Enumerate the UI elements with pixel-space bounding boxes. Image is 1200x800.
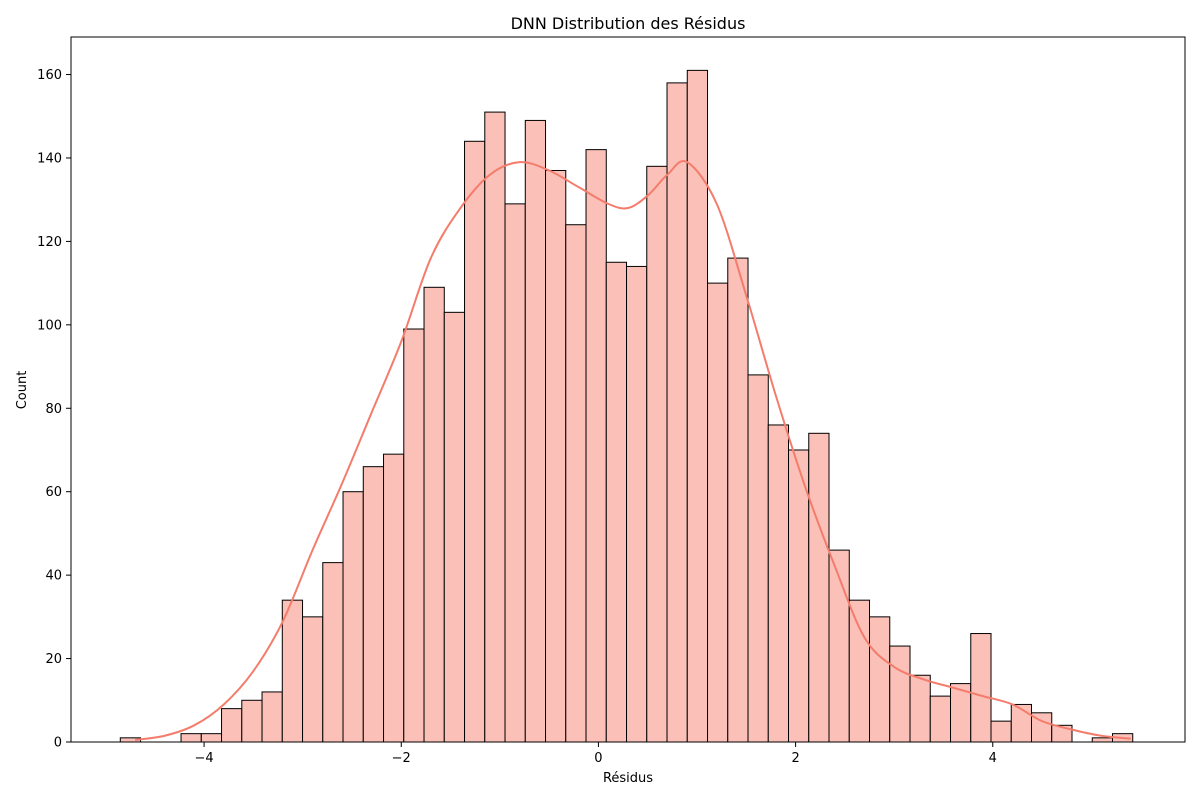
- kde-layer: [134, 160, 1131, 741]
- histogram-bar: [605, 261, 628, 743]
- histogram-bar: [666, 82, 688, 743]
- histogram-bar: [423, 286, 445, 743]
- plot-frame: [70, 36, 1186, 743]
- histogram-bar: [403, 328, 425, 743]
- x-tick-label: 2: [791, 751, 799, 766]
- y-tick-label: 140: [37, 151, 62, 166]
- x-tick-label: −2: [392, 751, 411, 766]
- histogram-bar: [869, 616, 891, 743]
- bars-layer: [119, 69, 1134, 743]
- histogram-bar: [626, 265, 648, 743]
- histogram-bar: [281, 599, 304, 743]
- histogram-bar: [221, 708, 243, 743]
- histogram-bar: [585, 149, 607, 743]
- y-tick-label: 120: [37, 235, 62, 250]
- histogram-bar: [848, 599, 871, 743]
- histogram-bar: [747, 374, 769, 743]
- histogram-bar: [524, 119, 547, 743]
- histogram-bar: [484, 111, 506, 743]
- histogram-bar: [180, 733, 202, 743]
- y-tick-label: 160: [37, 68, 62, 83]
- histogram-bar: [443, 311, 466, 743]
- histogram-bar: [504, 203, 526, 743]
- histogram-bar: [565, 224, 587, 743]
- histogram-bar: [545, 169, 567, 743]
- x-axis-title: Résidus: [603, 771, 653, 786]
- histogram-bar: [241, 699, 263, 743]
- histogram-bar: [383, 453, 405, 743]
- histogram-bar: [1091, 737, 1113, 743]
- histogram-bar: [788, 449, 810, 743]
- histogram-bar: [707, 282, 729, 743]
- histogram-bar: [727, 257, 749, 743]
- y-tick-label: 20: [45, 652, 62, 667]
- y-tick-label: 80: [45, 402, 62, 417]
- histogram-bar: [261, 691, 283, 743]
- histogram-bar: [464, 140, 486, 743]
- histogram-bar: [767, 424, 790, 743]
- histogram-bar: [889, 645, 911, 743]
- histogram-bar: [990, 720, 1012, 743]
- x-tick-label: 0: [594, 751, 602, 766]
- x-tick-label: −4: [195, 751, 214, 766]
- y-tick-label: 100: [37, 318, 62, 333]
- histogram-bar: [362, 466, 385, 743]
- histogram-bar: [808, 432, 830, 743]
- histogram-bar: [200, 733, 223, 743]
- kde-curve: [134, 160, 1131, 741]
- x-tick-label: 4: [989, 751, 997, 766]
- chart-title: DNN Distribution des Résidus: [511, 14, 746, 33]
- histogram-bar: [322, 562, 344, 743]
- histogram-bar: [646, 165, 668, 743]
- y-tick-label: 0: [54, 736, 62, 751]
- y-axis-title: Count: [15, 371, 30, 410]
- y-tick-label: 60: [45, 485, 62, 500]
- histogram-bar: [342, 491, 364, 743]
- histogram-bar: [909, 674, 931, 743]
- histogram-bar: [302, 616, 324, 743]
- histogram-bar: [929, 695, 952, 743]
- y-tick-label: 40: [45, 569, 62, 584]
- histogram-bar: [970, 633, 992, 743]
